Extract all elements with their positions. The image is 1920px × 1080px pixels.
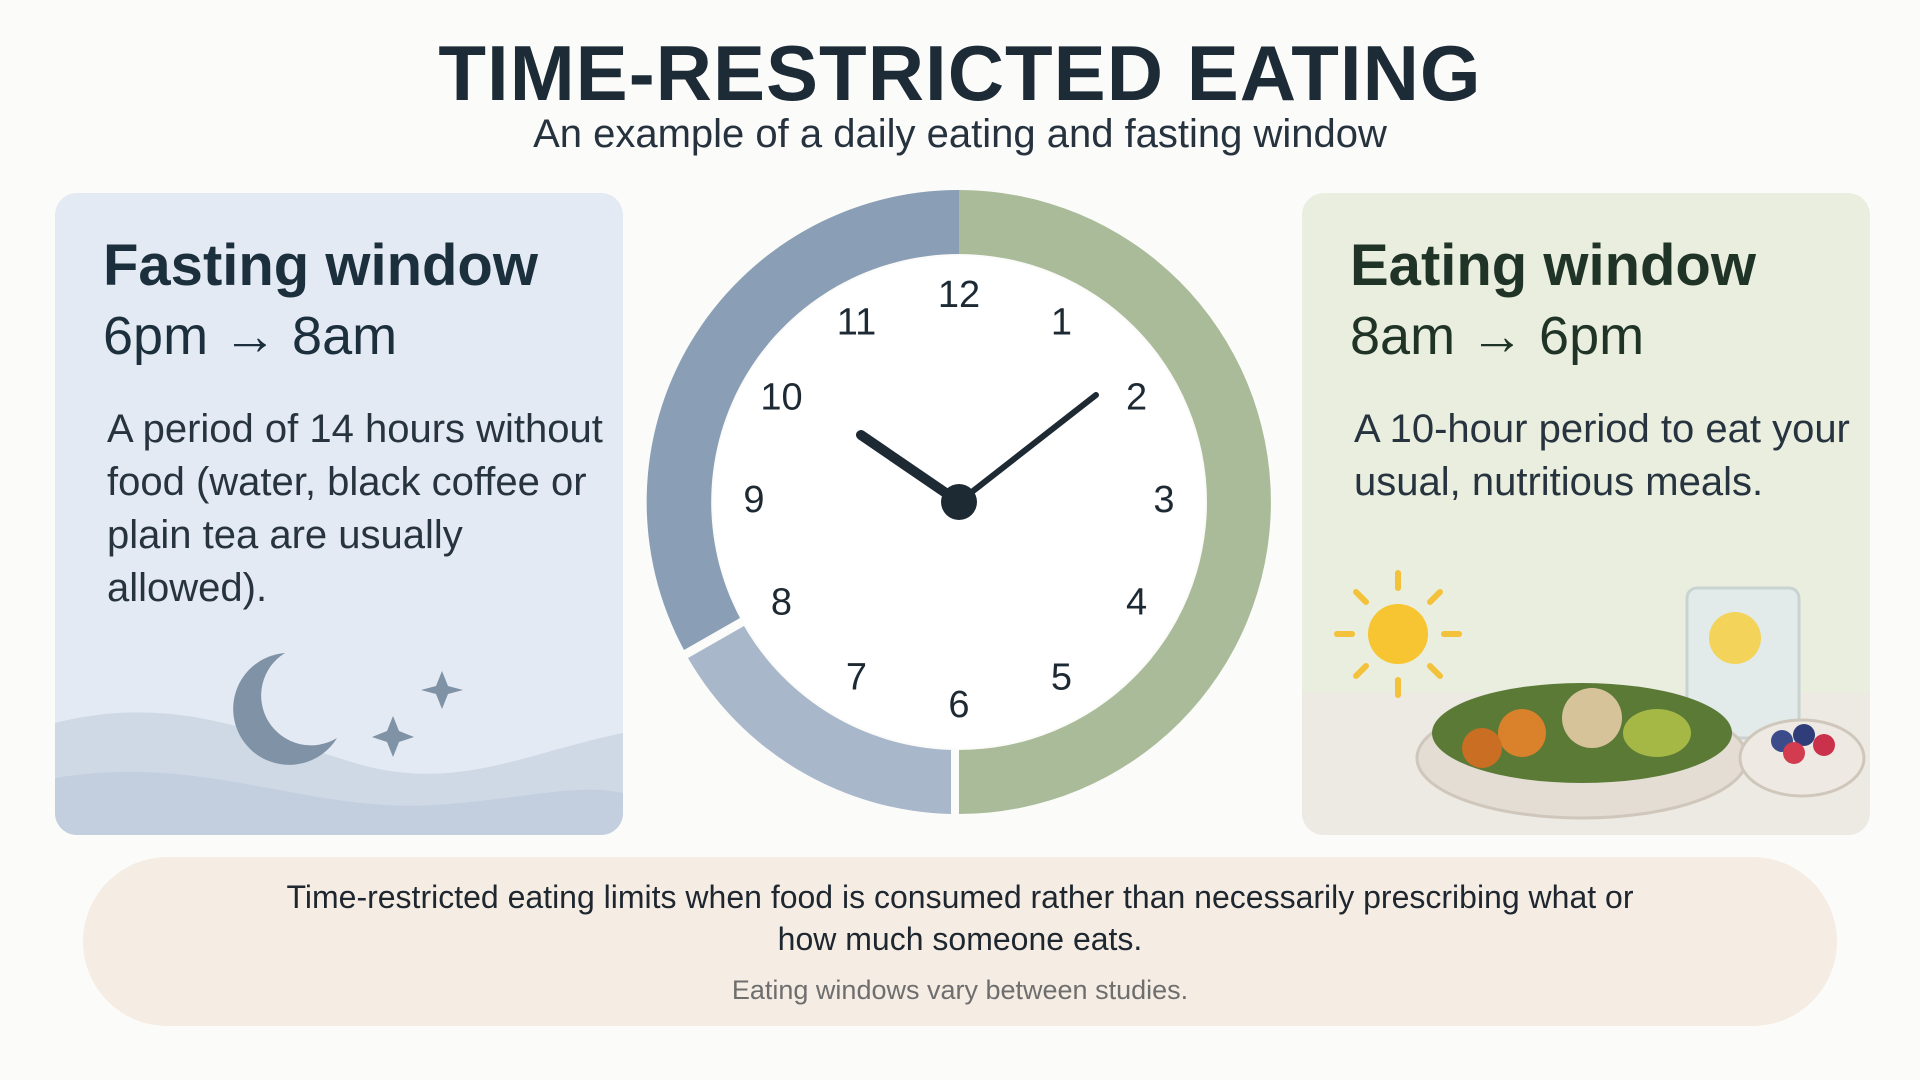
clock-numeral: 2 [1126,377,1147,419]
clock-numeral: 12 [938,274,980,316]
fasting-arc-light [688,626,951,814]
lemon [1709,612,1761,664]
sun [1368,604,1428,664]
clock-numeral: 3 [1153,479,1174,521]
clock-numeral: 8 [771,582,792,624]
eating-arc [959,190,1271,814]
food [1498,709,1546,757]
clock-numeral: 1 [1051,301,1072,343]
food [1562,688,1622,748]
panel-title: Eating window [1350,233,1756,298]
berry [1813,734,1835,756]
berry [1783,742,1805,764]
clock-numeral: 10 [760,377,802,419]
star [372,716,414,757]
footer-box [83,857,1837,1026]
hour-hand [856,430,964,507]
clock-numeral: 6 [948,684,969,726]
fasting-panel: Fasting window 6pm → 8am A period of 14 … [55,193,623,835]
subtitle: An example of a daily eating and fasting… [533,112,1387,156]
avocado [1623,709,1691,757]
panel-time: 8am → 6pm [1350,306,1645,366]
night-illustration [55,653,623,835]
panel-time: 6pm → 8am [103,306,398,366]
star [421,671,463,709]
sun-rays [1334,570,1462,698]
berry [1793,724,1815,746]
footer-caption: Eating windows vary between studies. [731,975,1189,1005]
panel-description: A period of 14 hours without food (water… [107,407,603,610]
fasting-arc-dark [646,189,959,650]
clock-numeral: 5 [1051,657,1072,699]
food-illustration [1302,570,1870,835]
footer-note: Time-restricted eating limits when food … [286,879,1634,957]
food [1462,728,1502,768]
title: TIME-RESTRICTED EATING [438,29,1482,117]
clock-numeral: 11 [837,301,876,343]
clock-center [941,484,977,520]
clock-numeral: 4 [1126,582,1147,624]
panel-description: A 10-hour period to eat your usual, nutr… [1354,407,1850,504]
minute-hand [956,392,1099,505]
wave [55,771,623,835]
clock-numeral: 9 [743,479,764,521]
moon [233,653,337,765]
clock-numeral: 7 [846,657,867,699]
eating-panel: Eating window 8am → 6pm A 10-hour period… [1302,193,1870,835]
panel-title: Fasting window [103,233,538,298]
